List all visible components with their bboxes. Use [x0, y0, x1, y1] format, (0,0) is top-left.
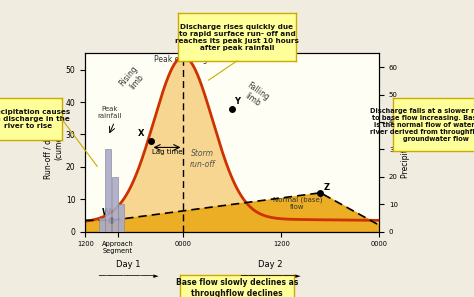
- Text: ─────────────►: ─────────────►: [98, 273, 158, 279]
- Text: Day 1: Day 1: [116, 260, 140, 269]
- Text: Falling
limb: Falling limb: [239, 80, 271, 110]
- Bar: [105, 149, 111, 232]
- Text: Rising
limb: Rising limb: [118, 64, 148, 94]
- Text: Discharge falls at a slower rate due
to base flow increasing. Base flow
is the n: Discharge falls at a slower rate due to …: [370, 108, 474, 142]
- Text: Discharge rises quickly due
to rapid surface run- off and
reaches its peak just : Discharge rises quickly due to rapid sur…: [175, 24, 299, 50]
- Text: Precipitation causes
the discharge in the
river to rise: Precipitation causes the discharge in th…: [0, 109, 70, 129]
- Text: Storm
run-off: Storm run-off: [190, 149, 216, 169]
- Text: Day 2: Day 2: [258, 260, 283, 269]
- Bar: [118, 204, 124, 232]
- Text: ─────────────►: ─────────────►: [240, 273, 301, 279]
- Text: Lag time: Lag time: [152, 149, 182, 155]
- Bar: [112, 177, 118, 232]
- Y-axis label: Precipitation (mm): Precipitation (mm): [401, 107, 410, 178]
- Text: Z: Z: [324, 183, 330, 192]
- Text: Normal (base)
flow: Normal (base) flow: [273, 197, 322, 210]
- Text: Y: Y: [234, 97, 240, 106]
- Text: Peak discharge: Peak discharge: [154, 55, 212, 64]
- Bar: [99, 218, 105, 232]
- Text: Base flow slowly declines as
throughflow declines: Base flow slowly declines as throughflow…: [176, 278, 298, 297]
- Text: X: X: [137, 129, 144, 138]
- Y-axis label: Run-off / discharge
(cumecs): Run-off / discharge (cumecs): [44, 106, 63, 179]
- Text: Peak
rainfall: Peak rainfall: [98, 106, 122, 119]
- Text: W: W: [102, 208, 111, 217]
